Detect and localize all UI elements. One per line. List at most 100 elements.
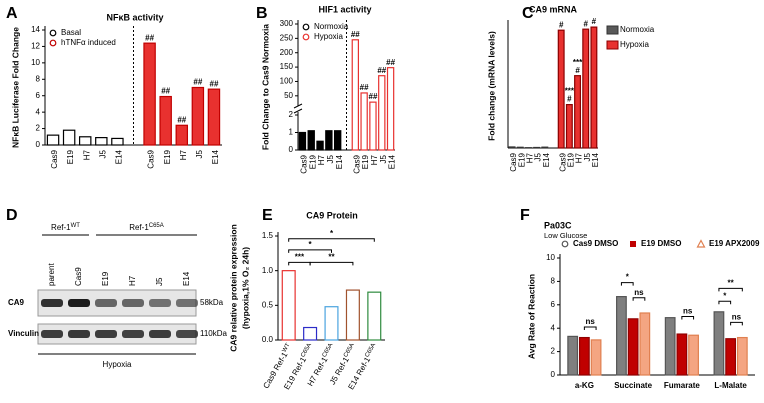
chart-title: HIF1 activity	[318, 4, 371, 14]
blot-band	[95, 330, 117, 338]
significance-label: **	[728, 279, 735, 288]
y-tick-label: 0	[36, 140, 41, 149]
row-label: Vinculin	[8, 329, 39, 338]
x-tick-label: H7	[179, 149, 188, 160]
label-superscript: C65A	[364, 342, 377, 358]
bar	[516, 146, 524, 149]
bar	[95, 137, 108, 146]
y-tick-label: 4	[36, 107, 41, 116]
label-superscript: C65A	[149, 223, 164, 229]
bar	[541, 146, 549, 149]
lane-label: H7	[128, 275, 137, 286]
label-superscript: C65A	[343, 342, 356, 358]
chart-title: NFκB activity	[106, 12, 163, 22]
legend-marker	[302, 33, 310, 41]
significance-bracket	[309, 261, 354, 266]
y-tick-label: 150	[280, 62, 294, 71]
blot-band	[41, 299, 63, 307]
group-label: Ref-1C65A	[129, 223, 164, 233]
significance-bracket	[632, 297, 646, 301]
x-tick-label: Fumarate	[664, 381, 701, 390]
y-tick-label: 100	[280, 77, 294, 86]
significance-label: ns	[586, 317, 596, 326]
y-tick-label: 300	[280, 19, 294, 28]
legend-label: E19 DMSO	[641, 239, 681, 248]
y-tick-label: 4	[551, 323, 556, 332]
x-tick-label: Cas9	[300, 154, 309, 173]
y-axis-label: (hypoxia,1% O₂ 24h)	[240, 247, 250, 329]
bar	[590, 26, 598, 149]
bar-annotation: #	[584, 19, 589, 28]
blot-band	[68, 330, 90, 338]
bar	[175, 124, 189, 146]
bar	[688, 334, 699, 376]
significance-bracket	[718, 287, 743, 292]
x-tick-label: E14	[335, 154, 344, 169]
significance-bracket	[718, 300, 732, 305]
significance-bracket	[681, 316, 695, 320]
significance-bracket	[288, 261, 311, 266]
x-tick-label: Cas9	[147, 149, 156, 168]
blot-band	[176, 299, 198, 307]
lane-label: E19	[101, 271, 110, 286]
x-tick-label: E14	[115, 149, 124, 164]
x-tick-label: E14	[542, 152, 551, 167]
bar	[508, 146, 516, 149]
bar	[367, 291, 382, 341]
x-tick-label: J5	[379, 154, 388, 163]
blot-band	[68, 299, 90, 307]
bar-annotation: ##	[369, 92, 378, 101]
bar	[324, 306, 339, 341]
label-text: H7 Ref-1	[306, 355, 330, 388]
bar	[111, 137, 124, 146]
legend-label: Basal	[61, 28, 81, 37]
y-tick-label: 200	[280, 48, 294, 57]
x-tick-label: H7	[526, 152, 535, 163]
legend-swatch	[606, 25, 619, 35]
legend-label: Normoxia	[620, 25, 655, 34]
bar	[159, 95, 172, 146]
bar	[578, 336, 590, 376]
x-tick-label: E14	[388, 154, 397, 169]
label-superscript: WT	[71, 223, 81, 229]
y-tick-label: 0.5	[262, 300, 274, 309]
legend-marker	[630, 241, 636, 247]
significance-label: ns	[634, 288, 644, 297]
y-tick-label: 10	[546, 253, 555, 262]
axis-break-gap	[294, 106, 302, 112]
significance-label: *	[626, 273, 630, 282]
legend-label: hTNFα induced	[61, 38, 116, 47]
panel-letter: D	[6, 207, 18, 224]
bar	[78, 136, 92, 146]
lane-label: E14	[182, 271, 191, 286]
bar	[567, 335, 579, 376]
blot-band	[122, 330, 144, 338]
legend-swatch	[606, 40, 619, 50]
chart-title: CA9 Protein	[306, 210, 358, 220]
chart-title: Pa03C	[544, 220, 572, 230]
x-tick-label: H7	[370, 154, 379, 165]
x-tick-label: H7	[82, 149, 91, 160]
y-tick-label: 1.5	[262, 231, 274, 240]
bar	[303, 326, 318, 341]
row-label: CA9	[8, 298, 25, 307]
size-label: 58kDa	[200, 298, 224, 307]
blot-band	[41, 330, 63, 338]
y-tick-label: 1.0	[262, 266, 274, 275]
bar	[582, 28, 590, 149]
size-label: 110kDa	[200, 329, 228, 338]
significance-bracket	[288, 238, 375, 242]
y-tick-label: 250	[280, 33, 294, 42]
y-axis-label: NFκB Luciferase Fold Change	[10, 27, 20, 148]
y-tick-label: 14	[31, 25, 40, 34]
legend-marker	[561, 240, 569, 248]
significance-label: ns	[732, 312, 742, 321]
bar-annotation: ##	[210, 79, 219, 88]
y-tick-label: 6	[36, 91, 41, 100]
y-tick-label: 2	[551, 347, 556, 356]
legend-label: Hypoxia	[620, 40, 649, 49]
y-tick-label: 2	[289, 110, 294, 119]
y-axis-label: CA9 relative protein expression	[228, 224, 238, 352]
y-tick-label: 8	[36, 74, 41, 83]
chart-subtitle: Low Glucose	[544, 231, 587, 240]
